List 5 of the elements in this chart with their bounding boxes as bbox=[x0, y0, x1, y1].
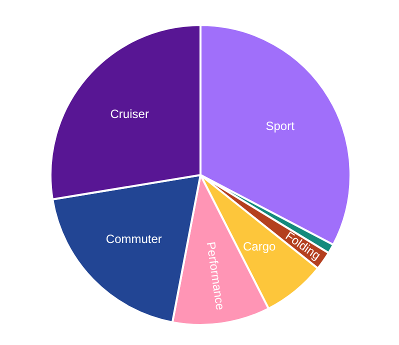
slice-label: Performance bbox=[204, 240, 228, 312]
slice-label: Sport bbox=[266, 119, 296, 134]
slice-label: Commuter bbox=[106, 232, 162, 246]
slice-label: Cargo bbox=[242, 239, 276, 254]
slice-label: Cruiser bbox=[110, 107, 149, 122]
